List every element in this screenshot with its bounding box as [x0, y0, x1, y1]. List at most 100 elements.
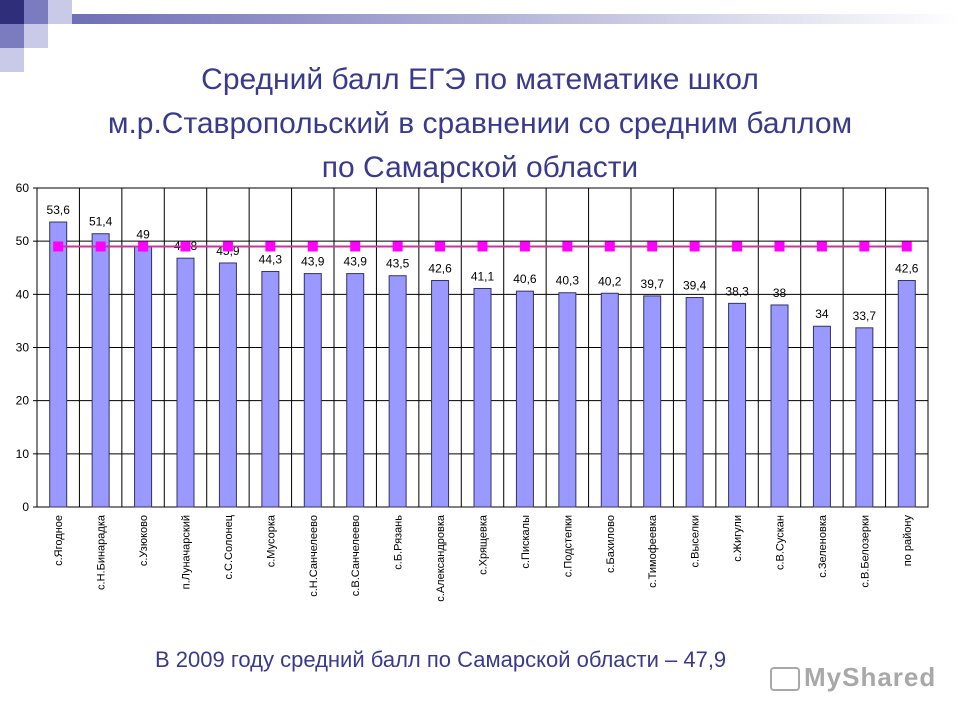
x-tick-label: с.В.Сускан [775, 515, 787, 570]
x-tick-label: с.Тимофеевка [647, 514, 659, 588]
bar [855, 327, 874, 508]
corner-decoration [0, 24, 24, 48]
watermark-icon [770, 667, 800, 692]
reference-marker [222, 241, 233, 252]
x-tick-label: с.Б.Рязань [393, 515, 405, 570]
bar-value-label: 33,7 [853, 309, 877, 323]
bar-value-label: 43,5 [386, 257, 410, 271]
reference-marker [392, 241, 403, 252]
bar-value-label: 44,3 [259, 252, 283, 266]
bar-value-label: 49 [136, 227, 150, 241]
bar [897, 280, 916, 508]
reference-marker [689, 241, 700, 252]
x-tick-label: с.Пискалы [520, 515, 532, 569]
reference-marker [901, 241, 912, 252]
x-tick-label: с.С.Солонец [223, 514, 235, 579]
y-tick-label: 50 [16, 234, 30, 248]
reference-marker [95, 241, 106, 252]
watermark: MyShared [770, 662, 936, 693]
bar [303, 273, 322, 508]
bar-value-label: 34 [815, 307, 829, 321]
corner-decoration [0, 48, 24, 72]
bar-value-label: 43,9 [301, 255, 325, 269]
bar-value-label: 51,4 [89, 215, 113, 229]
bar [431, 280, 450, 508]
reference-marker [732, 241, 743, 252]
bar [558, 292, 577, 508]
page-title: Средний балл ЕГЭ по математике школ м.р.… [107, 63, 853, 184]
bar-value-label: 38 [773, 286, 787, 300]
x-tick-label: с.Ягодное [53, 515, 65, 566]
x-tick-label: п.Луначарский [181, 515, 193, 589]
y-tick-label: 60 [16, 181, 30, 195]
x-tick-label: с.В.Санчелеево [350, 515, 362, 596]
reference-marker [519, 241, 530, 252]
bar [812, 325, 831, 508]
x-tick-label: с.Зеленовка [817, 514, 829, 578]
corner-decoration [24, 0, 48, 24]
watermark-text: MyShared [804, 662, 937, 692]
header-bar [72, 14, 960, 24]
reference-marker [604, 241, 615, 252]
bar-value-label: 43,9 [344, 255, 368, 269]
reference-marker [859, 241, 870, 252]
x-tick-label: по району [902, 515, 914, 567]
corner-decoration [48, 0, 72, 24]
bar [261, 270, 280, 508]
bar-value-label: 41,1 [471, 269, 495, 283]
bar [770, 304, 789, 508]
bar-value-label: 38,3 [725, 284, 749, 298]
y-tick-label: 30 [16, 341, 30, 355]
bar [643, 295, 662, 508]
bar-value-label: 40,3 [556, 274, 580, 288]
x-tick-label: с.Мусорка [265, 514, 277, 567]
footer-note: В 2009 году средний балл по Самарской об… [155, 647, 727, 672]
x-tick-label: с.Жигули [732, 515, 744, 562]
reference-marker [138, 241, 149, 252]
y-tick-label: 40 [16, 287, 30, 301]
reference-marker [350, 241, 361, 252]
bar [600, 292, 619, 508]
x-tick-label: с.Н.Санчелеево [308, 515, 320, 597]
bar [728, 302, 747, 508]
bar [388, 275, 407, 508]
bar [176, 257, 195, 508]
bar-value-label: 42,6 [428, 262, 452, 276]
y-tick-label: 0 [22, 500, 29, 514]
reference-marker [307, 241, 318, 252]
bar [346, 273, 365, 508]
reference-marker [774, 241, 785, 252]
bar-value-label: 40,2 [598, 274, 622, 288]
reference-marker [265, 241, 276, 252]
reference-marker [562, 241, 573, 252]
reference-marker [816, 241, 827, 252]
bar-value-label: 40,6 [513, 272, 537, 286]
x-tick-label: с.Александровка [435, 514, 447, 602]
x-tick-label: с.Подстепки [562, 515, 574, 577]
bar [515, 290, 534, 508]
x-tick-label: с.В.Белозерки [859, 515, 871, 588]
bar [134, 245, 153, 508]
x-tick-label: с.Бахилово [605, 515, 617, 573]
corner-decoration [24, 24, 48, 48]
y-tick-label: 20 [16, 394, 30, 408]
bar [49, 221, 68, 508]
x-tick-label: с.Выселки [690, 515, 702, 567]
y-tick-label: 10 [16, 447, 30, 461]
reference-marker [477, 241, 488, 252]
x-tick-label: с.Н.Бинарадка [96, 514, 108, 590]
reference-marker [435, 241, 446, 252]
corner-decoration [0, 0, 24, 24]
bar-value-label: 39,4 [683, 279, 707, 293]
bar-value-label: 39,7 [641, 277, 665, 291]
bar-value-label: 42,6 [895, 262, 919, 276]
x-tick-label: с.Узюково [138, 515, 150, 566]
reference-marker [647, 241, 658, 252]
reference-marker [53, 241, 64, 252]
bar [91, 233, 110, 508]
x-tick-label: с.Хрящевка [478, 514, 490, 575]
bar [218, 262, 237, 508]
bar [473, 287, 492, 508]
reference-marker [180, 241, 191, 252]
